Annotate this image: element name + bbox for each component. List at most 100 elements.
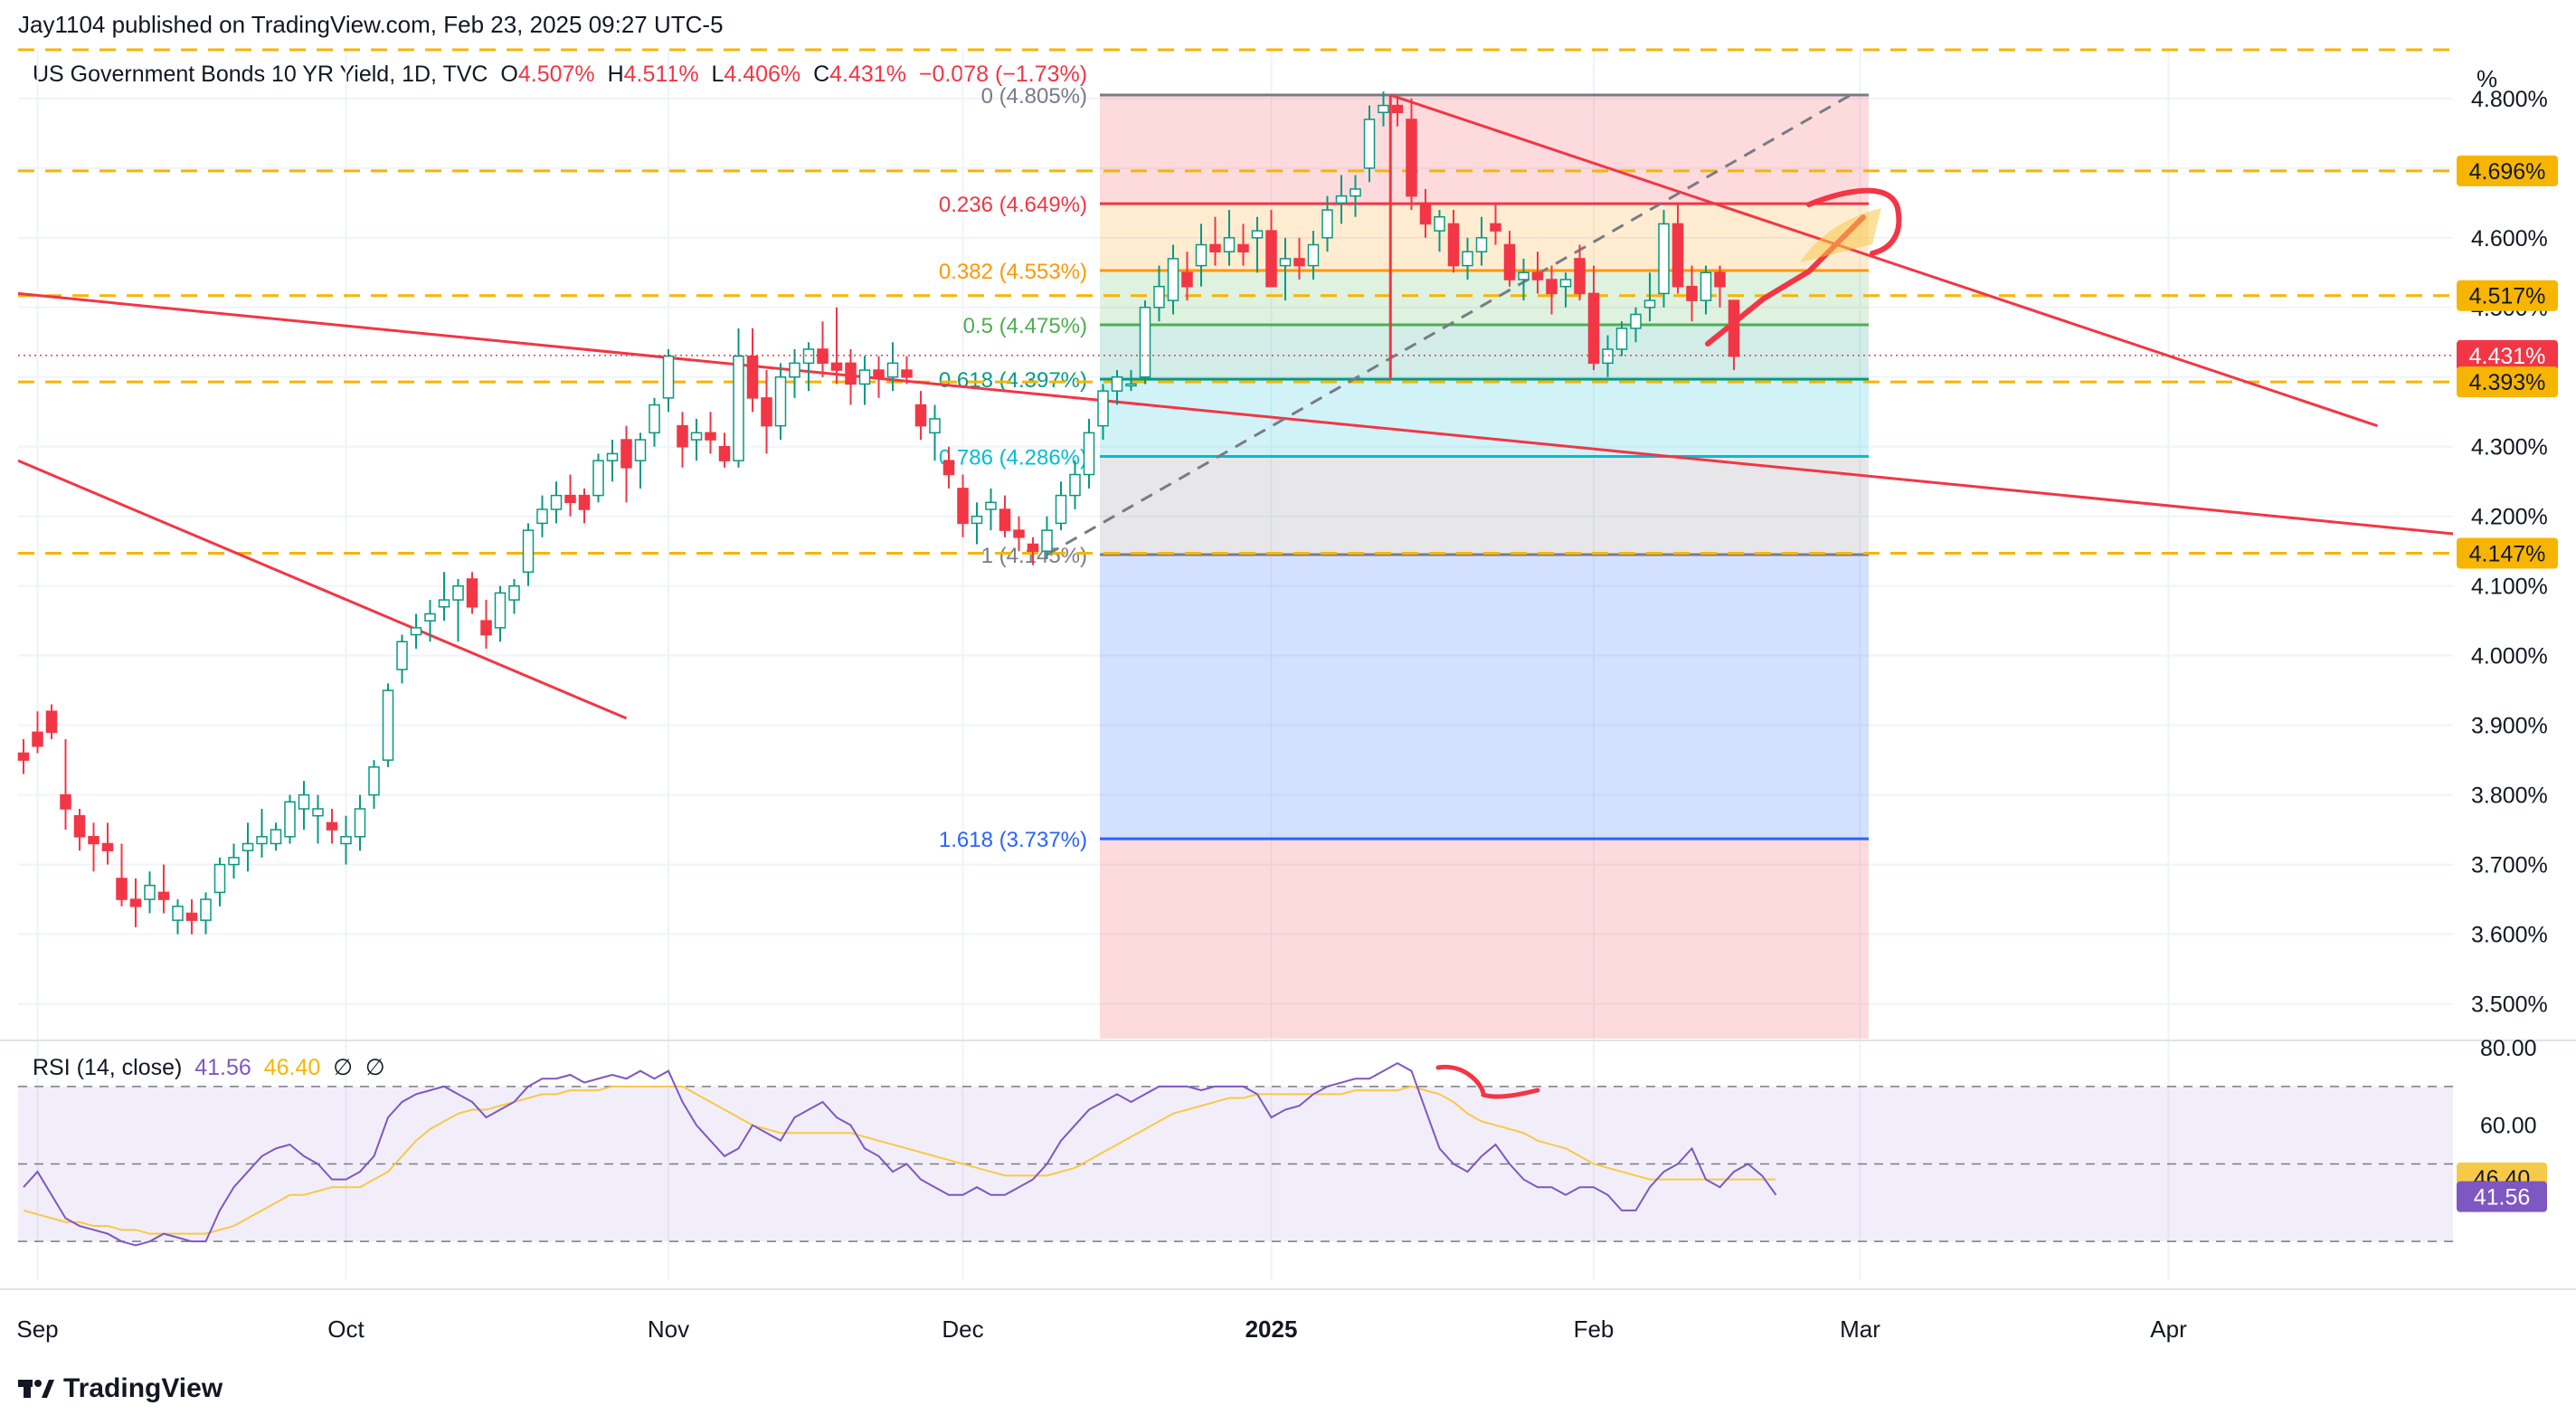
fib-level-label: 0.382 (4.553%) [939, 260, 1087, 284]
high-value: 4.511% [623, 62, 699, 87]
time-axis-label: 2025 [1245, 1315, 1298, 1343]
price-badge-label: 4.696% [2469, 159, 2546, 185]
candle-body [662, 355, 675, 399]
low-value: 4.406% [724, 62, 801, 87]
candle-body [957, 488, 969, 525]
candle-body [452, 584, 464, 601]
candle-body [802, 348, 815, 365]
price-badge-label: 4.147% [2469, 542, 2546, 567]
candle-body [817, 348, 829, 365]
price-badge [2457, 155, 2558, 186]
candle-body [116, 878, 128, 900]
candle-body [200, 898, 212, 921]
time-axis-label: Apr [2150, 1315, 2187, 1343]
trend-line-upper [17, 291, 2454, 536]
candle-body [1279, 258, 1292, 267]
price-axis-tick: 3.900% [2471, 714, 2548, 739]
candle-body [129, 898, 142, 907]
candle-body [705, 432, 716, 441]
rsi-axis-tick: 80.00 [2480, 1036, 2537, 1061]
trend-line-lower [17, 459, 628, 720]
trend-line-dashed-up [1046, 93, 1852, 556]
candle-body [1363, 119, 1376, 169]
price-axis-tick: 4.200% [2471, 505, 2548, 530]
price-axis-tick: 4.000% [2471, 644, 2548, 670]
candle-body [789, 362, 800, 378]
fib-zone [1100, 271, 1869, 326]
fib-zone [1100, 204, 1869, 271]
fib-zone [1100, 325, 1869, 380]
candle-body [157, 891, 170, 900]
candle-body [1055, 494, 1067, 525]
candle-body [1378, 104, 1389, 114]
candle-body [971, 515, 983, 525]
candle-body [424, 613, 436, 622]
candle-body [1643, 299, 1656, 309]
candle-body [761, 397, 772, 427]
open-value: 4.507% [517, 62, 595, 87]
candle-body [438, 599, 450, 608]
candle-body [1209, 243, 1221, 252]
candle-body [873, 369, 885, 378]
fib-zone [1100, 379, 1869, 457]
price-badge [2457, 280, 2558, 311]
high-label: H [607, 62, 624, 87]
candle-body [1475, 237, 1488, 252]
candle-body [1700, 271, 1712, 301]
fib-zone [1100, 555, 1869, 840]
candle-body [480, 620, 492, 636]
candle-body [45, 710, 58, 734]
candle-body [242, 842, 254, 851]
candle-body [410, 627, 422, 636]
hand-drawn-rsi-mark [1435, 1064, 1540, 1099]
hand-drawn-hook [1806, 187, 1902, 256]
tradingview-logo-icon [18, 1380, 54, 1398]
candle-body [1041, 529, 1053, 552]
candle-body [1251, 230, 1264, 239]
candle-body [256, 836, 268, 845]
price-badge-label: 4.393% [2469, 370, 2546, 395]
candle-body [494, 592, 507, 629]
candle-body [1490, 223, 1501, 232]
candle-body [1462, 251, 1473, 267]
candle-body [677, 424, 688, 448]
fib-level-label: 0 (4.805%) [981, 84, 1087, 109]
candle-body [1434, 215, 1445, 232]
rsi-value: 41.56 [194, 1055, 251, 1080]
fib-zone [1100, 95, 1869, 204]
candle-body [929, 418, 941, 434]
candle-body [999, 508, 1011, 531]
rsi-title[interactable]: RSI (14, close) [33, 1055, 183, 1080]
candle-body [298, 793, 310, 810]
price-badge-label: 4.517% [2469, 284, 2546, 309]
candle-body [1293, 258, 1305, 267]
candle-body [1574, 258, 1586, 295]
candle-body [1083, 432, 1095, 476]
rsi-band-fill [18, 1086, 2453, 1242]
trend-line-descending [1389, 93, 2378, 428]
price-axis-tick: 3.600% [2471, 923, 2548, 948]
brand-name: TradingView [63, 1373, 223, 1403]
candle-body [1237, 243, 1249, 252]
candle-body [1602, 348, 1614, 365]
symbol-title[interactable]: US Government Bonds 10 YR Yield, 1D, TVC [33, 62, 488, 87]
candle-body [1167, 258, 1179, 301]
candle-body [1013, 529, 1025, 538]
candle-body [1307, 243, 1320, 267]
candle-body [101, 842, 114, 851]
unit-label[interactable]: % [2477, 65, 2498, 92]
footer-brand[interactable]: TradingView [18, 1373, 223, 1404]
candle-body [1686, 285, 1698, 301]
time-axis-label: Feb [1574, 1315, 1615, 1343]
candle-body [1672, 223, 1684, 288]
price-axis-tick: 4.100% [2471, 575, 2548, 600]
candle-body [1321, 209, 1333, 239]
candle-body [1503, 243, 1516, 280]
candle-body [1265, 230, 1277, 288]
candle-body [830, 362, 843, 371]
candle-body [1223, 237, 1236, 252]
fib-level-label: 0.5 (4.475%) [963, 314, 1087, 338]
candle-body [172, 906, 184, 921]
candle-body [1069, 473, 1081, 497]
